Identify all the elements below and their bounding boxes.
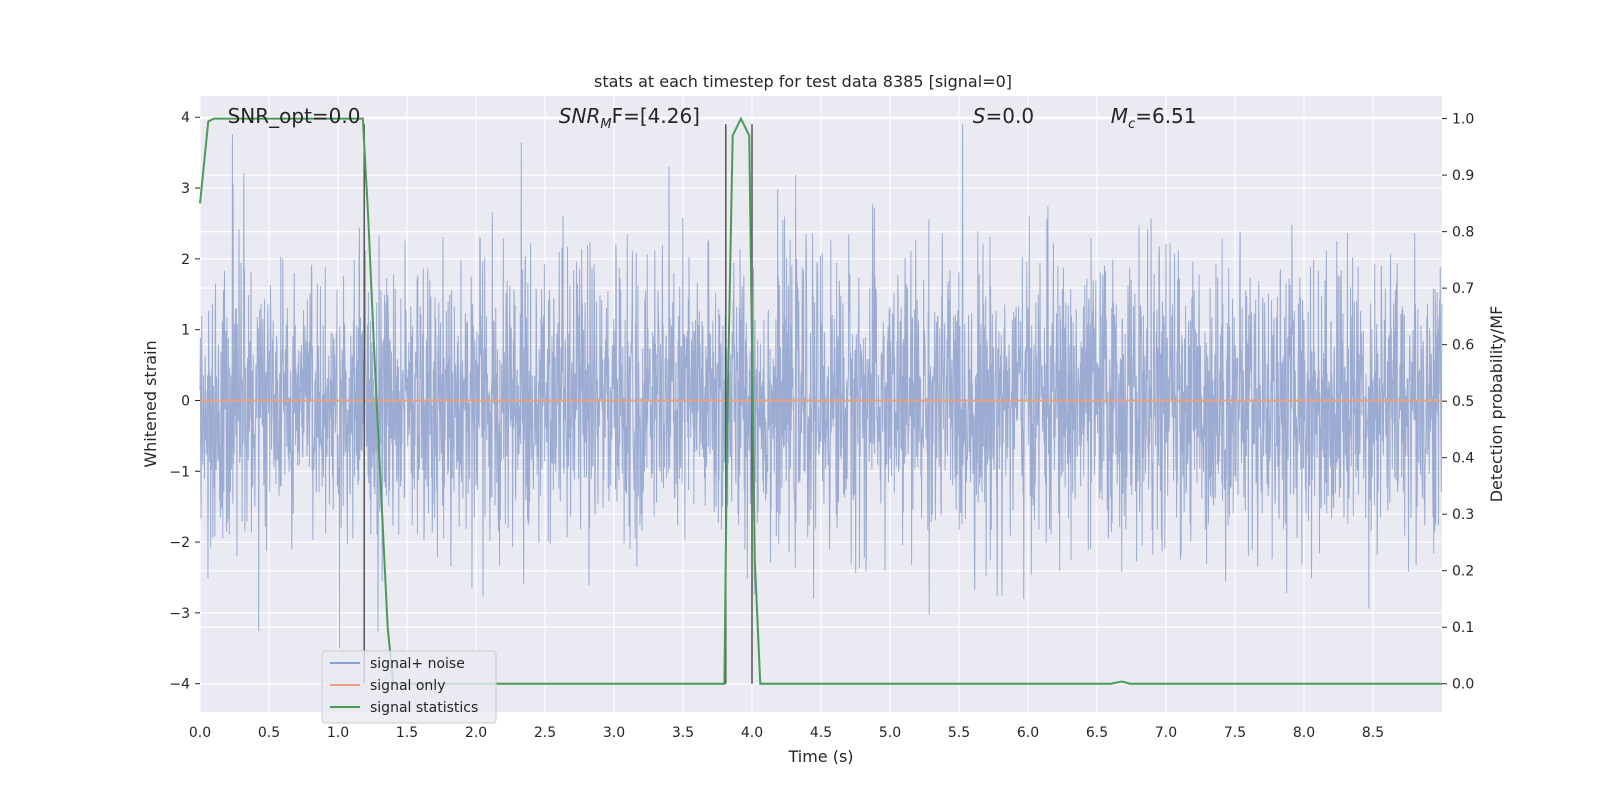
y-right-tick-label: 0.1 bbox=[1452, 620, 1474, 636]
x-tick-label: 2.0 bbox=[465, 725, 487, 741]
y-left-tick-label: 0 bbox=[181, 393, 190, 409]
y-right-tick-label: 0.0 bbox=[1452, 677, 1474, 693]
x-tick-label: 5.0 bbox=[879, 725, 901, 741]
x-tick-label: 8.0 bbox=[1293, 725, 1315, 741]
y-right-tick-label: 0.6 bbox=[1452, 338, 1474, 354]
x-tick-label: 2.5 bbox=[534, 725, 556, 741]
signal-plus-noise-series bbox=[199, 124, 1443, 648]
x-tick-label: 4.0 bbox=[741, 725, 763, 741]
y-right-tick-label: 0.2 bbox=[1452, 564, 1474, 580]
legend-label-signal-only: signal only bbox=[370, 678, 445, 694]
annotation-text: SNR_opt=0.0 bbox=[228, 104, 361, 128]
x-tick-labels: 0.0 0.5 1.0 1.5 2.0 2.5 3.0 3.5 4.0 4.5 5.0 5.5 6.0 6… bbox=[189, 725, 1384, 741]
y-left-tick-label: 3 bbox=[181, 181, 190, 197]
legend: signal+ noise signal only signal statist… bbox=[321, 650, 497, 724]
x-tick-label: 0.0 bbox=[189, 725, 211, 741]
y-left-tick-label: 2 bbox=[181, 252, 190, 268]
annotation-text: SNRMF=[4.26] bbox=[559, 104, 700, 132]
x-tick-label: 3.0 bbox=[603, 725, 625, 741]
x-tick-label: 6.5 bbox=[1086, 725, 1108, 741]
signal-plus-noise-line bbox=[199, 124, 1443, 648]
y-right-tick-label: 0.8 bbox=[1452, 225, 1474, 241]
x-tick-label: 8.5 bbox=[1362, 725, 1384, 741]
x-tick-label: 6.0 bbox=[1017, 725, 1039, 741]
annotations: SNR_opt=0.0 SNRMF=[4.26] S=0.0 Mc=6.51 bbox=[228, 104, 1197, 132]
y-left-tick-label: −3 bbox=[169, 606, 190, 622]
y-right-tick-label: 0.5 bbox=[1452, 394, 1474, 410]
y-left-axis-label: Whitened strain bbox=[141, 340, 160, 467]
x-tick-label: 1.5 bbox=[396, 725, 418, 741]
x-tick-label: 4.5 bbox=[810, 725, 832, 741]
annotation-text: S=0.0 bbox=[973, 104, 1034, 128]
y-left-tick-label: −2 bbox=[169, 535, 190, 551]
y-left-tick-label: 4 bbox=[181, 110, 190, 126]
x-tick-label: 3.5 bbox=[672, 725, 694, 741]
y-left-tick-label: 1 bbox=[181, 323, 190, 339]
y-right-tick-label: 0.9 bbox=[1452, 168, 1474, 184]
legend-label-signal-statistics: signal statistics bbox=[370, 700, 478, 716]
legend-box bbox=[321, 650, 497, 724]
x-tick-label: 7.0 bbox=[1155, 725, 1177, 741]
y-left-tick-label: −1 bbox=[169, 464, 190, 480]
x-tick-label: 7.5 bbox=[1224, 725, 1246, 741]
y-right-tick-label: 0.7 bbox=[1452, 281, 1474, 297]
y-right-tick-label: 1.0 bbox=[1452, 112, 1474, 128]
annotation-text: Mc=6.51 bbox=[1111, 104, 1197, 132]
legend-label-signal-noise: signal+ noise bbox=[370, 656, 465, 672]
y-left-tick-labels: 4 3 2 1 0 −1 −2 −3 −4 bbox=[169, 110, 200, 693]
x-tick-label: 0.5 bbox=[258, 725, 280, 741]
x-tick-label: 1.0 bbox=[327, 725, 349, 741]
y-right-tick-labels: 1.0 0.9 0.8 0.7 0.6 0.5 0.4 0.3 0.2 0.1 0.0 bbox=[1442, 112, 1474, 693]
x-axis-label: Time (s) bbox=[787, 747, 853, 766]
y-right-tick-label: 0.4 bbox=[1452, 451, 1474, 467]
y-right-axis-label: Detection probability/MF bbox=[1487, 306, 1506, 503]
y-left-tick-label: −4 bbox=[169, 677, 190, 693]
y-right-tick-label: 0.3 bbox=[1452, 507, 1474, 523]
chart-title: stats at each timestep for test data 838… bbox=[594, 72, 1012, 91]
x-tick-label: 5.5 bbox=[948, 725, 970, 741]
signal-statistics-series bbox=[199, 116, 1442, 685]
